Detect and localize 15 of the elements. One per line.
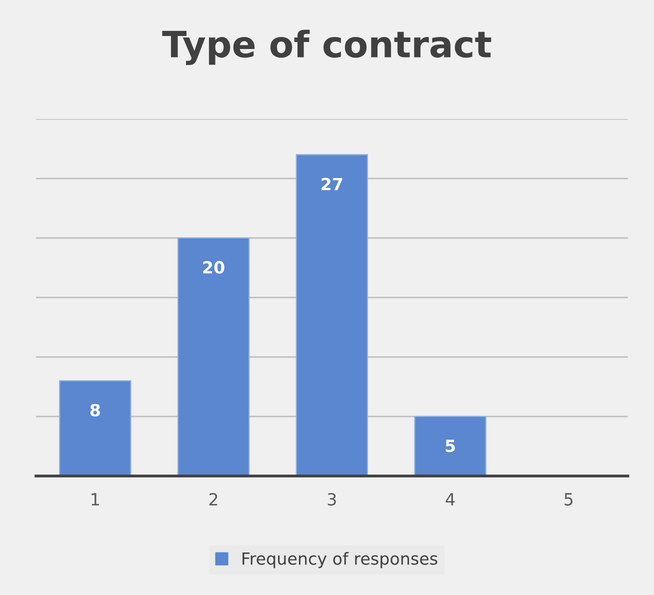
chart-title: Type of contract	[162, 30, 492, 65]
x-tick-label: 3	[328, 492, 336, 506]
bar	[59, 380, 132, 476]
data-label: 5	[446, 440, 455, 452]
data-label: 27	[322, 178, 342, 190]
data-label: 8	[90, 404, 100, 416]
bar	[296, 154, 368, 476]
x-tick-label: 5	[564, 493, 572, 506]
bar	[414, 416, 486, 476]
x-tick-label: 4	[446, 493, 455, 506]
x-tick-label: 1	[92, 493, 99, 506]
legend-label: Frequency of responses	[242, 552, 438, 568]
bar	[177, 237, 250, 476]
data-label: 20	[203, 261, 224, 274]
x-tick-label: 2	[209, 492, 218, 506]
